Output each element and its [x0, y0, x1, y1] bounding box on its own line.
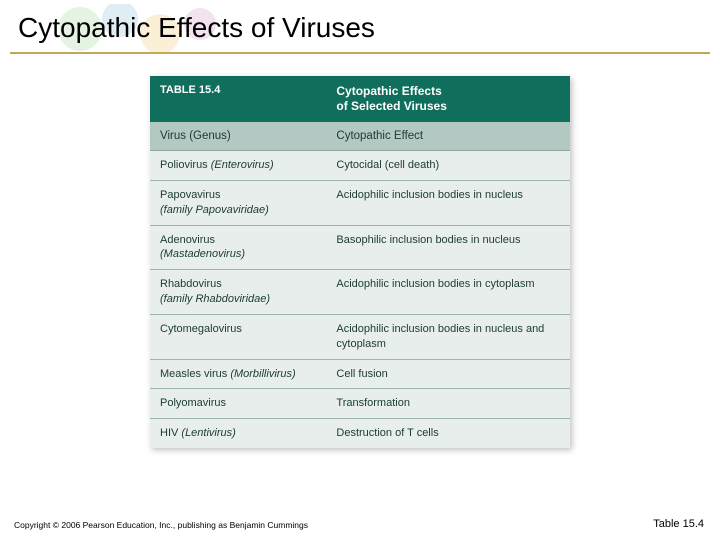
virus-genus: (Lentivirus): [181, 427, 235, 439]
slide-title: Cytopathic Effects of Viruses: [0, 0, 720, 52]
table-title-row: TABLE 15.4 Cytopathic Effects of Selecte…: [150, 76, 570, 122]
effect-cell: Basophilic inclusion bodies in nucleus: [326, 226, 570, 270]
virus-cell: Papovavirus (family Papovaviridae): [150, 181, 326, 225]
table-row: Adenovirus (Mastadenovirus)Basophilic in…: [150, 226, 570, 271]
virus-name: Poliovirus: [160, 159, 208, 171]
virus-name: Cytomegalovirus: [160, 323, 242, 335]
table-row: Poliovirus (Enterovirus)Cytocidal (cell …: [150, 151, 570, 181]
effect-cell: Acidophilic inclusion bodies in cytoplas…: [326, 270, 570, 314]
copyright-text: Copyright © 2006 Pearson Education, Inc.…: [14, 520, 308, 530]
virus-cell: HIV (Lentivirus): [150, 419, 326, 448]
table-row: Rhabdovirus (family Rhabdoviridae)Acidop…: [150, 270, 570, 315]
virus-cell: Poliovirus (Enterovirus): [150, 151, 326, 180]
table-ref: Table 15.4: [653, 518, 704, 530]
effect-cell: Acidophilic inclusion bodies in nucleus …: [326, 315, 570, 359]
virus-genus: (family Papovaviridae): [160, 204, 269, 216]
table-row: Measles virus (Morbillivirus)Cell fusion: [150, 360, 570, 390]
effect-cell: Cell fusion: [326, 360, 570, 389]
virus-genus: (Mastadenovirus): [160, 248, 245, 260]
table-row: Cytomegalovirus Acidophilic inclusion bod…: [150, 315, 570, 360]
table-row: Polyomavirus Transformation: [150, 389, 570, 419]
table-title-line2: of Selected Viruses: [336, 99, 447, 113]
table-row: Papovavirus (family Papovaviridae)Acidop…: [150, 181, 570, 226]
virus-name: Measles virus: [160, 368, 227, 380]
effect-cell: Acidophilic inclusion bodies in nucleus: [326, 181, 570, 225]
virus-name: Polyomavirus: [160, 397, 226, 409]
virus-genus: (Morbillivirus): [230, 368, 295, 380]
cytopathic-table: TABLE 15.4 Cytopathic Effects of Selecte…: [150, 76, 570, 448]
effect-cell: Transformation: [326, 389, 570, 418]
virus-cell: Rhabdovirus (family Rhabdoviridae): [150, 270, 326, 314]
table-column-header: Virus (Genus) Cytopathic Effect: [150, 122, 570, 151]
effect-cell: Destruction of T cells: [326, 419, 570, 448]
virus-cell: Polyomavirus: [150, 389, 326, 418]
virus-genus: (family Rhabdoviridae): [160, 293, 270, 305]
table-number: TABLE 15.4: [150, 76, 326, 122]
title-underline: [10, 52, 710, 54]
col-cytopathic-effect: Cytopathic Effect: [326, 122, 570, 150]
virus-cell: Measles virus (Morbillivirus): [150, 360, 326, 389]
virus-name: HIV: [160, 427, 178, 439]
virus-name: Adenovirus: [160, 234, 215, 246]
table-row: HIV (Lentivirus)Destruction of T cells: [150, 419, 570, 448]
col-virus-genus: Virus (Genus): [150, 122, 326, 150]
virus-genus: (Enterovirus): [211, 159, 274, 171]
virus-cell: Cytomegalovirus: [150, 315, 326, 359]
virus-name: Rhabdovirus: [160, 278, 222, 290]
table-title: Cytopathic Effects of Selected Viruses: [326, 76, 570, 122]
virus-cell: Adenovirus (Mastadenovirus): [150, 226, 326, 270]
virus-name: Papovavirus: [160, 189, 221, 201]
table-title-line1: Cytopathic Effects: [336, 84, 441, 98]
effect-cell: Cytocidal (cell death): [326, 151, 570, 180]
